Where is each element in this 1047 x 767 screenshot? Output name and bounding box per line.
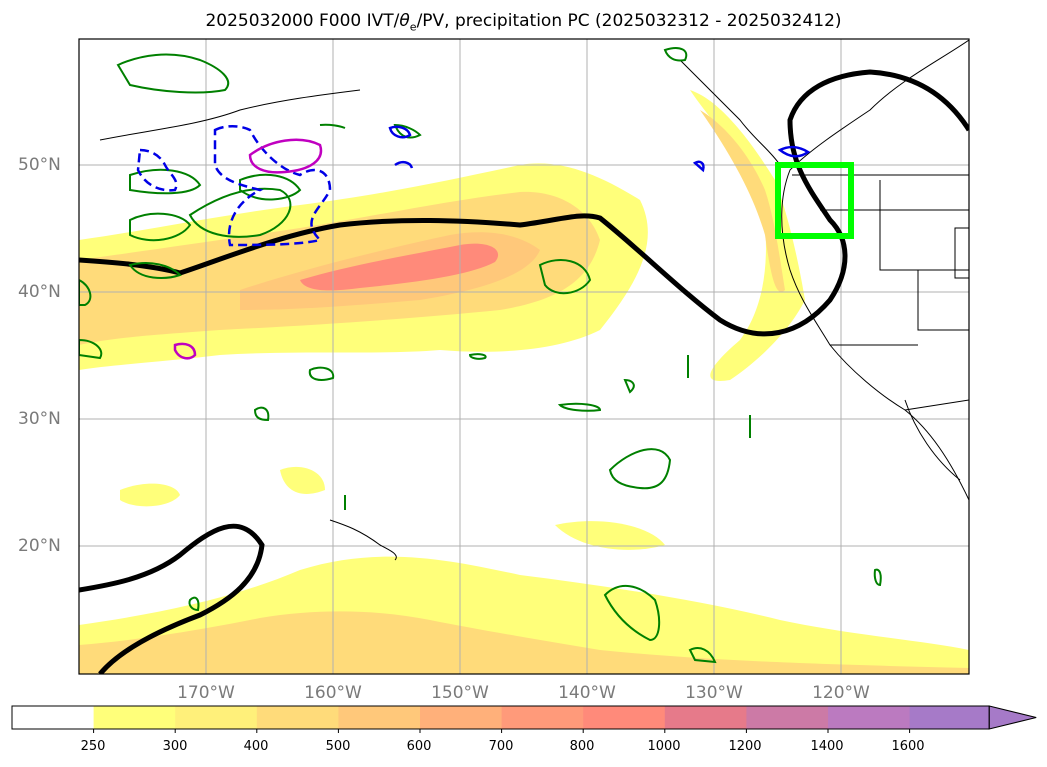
- ivt-tropical-300: [79, 611, 969, 674]
- lon-label-150w: 150°W: [431, 683, 489, 703]
- lon-label-140w: 140°W: [558, 683, 616, 703]
- magenta-contours: [173, 138, 323, 360]
- colorbar-segment: [93, 706, 176, 729]
- map-frame: [78, 38, 970, 675]
- colorbar-extend-arrow: [988, 705, 1037, 730]
- lon-label-130w: 130°W: [685, 683, 743, 703]
- colorbar-segment: [256, 706, 339, 729]
- pv-contours: [79, 69, 969, 674]
- colorbar-tick-800: 800: [569, 739, 595, 754]
- colorbar-segment: [338, 706, 421, 729]
- target-region-box: [775, 162, 854, 239]
- colorbar-segment: [828, 706, 911, 729]
- ivt-coastal-250: [690, 90, 805, 381]
- colorbar-tick-250: 250: [80, 739, 106, 754]
- colorbar-segment: [746, 706, 829, 729]
- lat-label-40n: 40°N: [18, 282, 61, 302]
- ivt-core-800: [300, 243, 499, 291]
- graticule: [79, 39, 969, 674]
- ivt-coastal-300: [700, 110, 785, 292]
- map-area: [79, 39, 969, 674]
- precip-contours: [79, 47, 882, 664]
- lon-label-160w: 160°W: [304, 683, 362, 703]
- ivt-blob-a: [120, 483, 180, 507]
- colorbar-tick-1600: 1600: [891, 739, 925, 754]
- ivt-blob-c: [555, 521, 665, 550]
- lat-label-50n: 50°N: [18, 155, 61, 175]
- lat-label-30n: 30°N: [18, 409, 61, 429]
- colorbar-tick-1400: 1400: [810, 739, 844, 754]
- colorbar-tick-1200: 1200: [728, 739, 762, 754]
- colorbar-tick-700: 700: [488, 739, 514, 754]
- colorbar-frame: [11, 705, 990, 730]
- colorbar-segment: [175, 706, 258, 729]
- theta-e-solid-contours: [388, 125, 811, 173]
- colorbar: [11, 705, 1037, 733]
- colorbar-segment: [664, 706, 747, 729]
- colorbar-segment: [501, 706, 584, 729]
- coastline: [99, 39, 969, 561]
- lon-label-170w: 170°W: [177, 683, 235, 703]
- theta-e-contours: [136, 125, 332, 247]
- colorbar-tick-300: 300: [162, 739, 188, 754]
- ivt-filled-contours: [79, 90, 969, 674]
- colorbar-segment: [12, 706, 95, 729]
- colorbar-tick-500: 500: [325, 739, 351, 754]
- map-title: 2025032000 F000 IVT/θe/PV, precipitation…: [205, 11, 842, 34]
- colorbar-segment: [909, 706, 992, 729]
- colorbar-tick-400: 400: [243, 739, 269, 754]
- colorbar-tick-1000: 1000: [647, 739, 681, 754]
- ivt-blob-b: [280, 466, 325, 494]
- lat-label-20n: 20°N: [18, 536, 61, 556]
- colorbar-tick-600: 600: [406, 739, 432, 754]
- colorbar-segment: [583, 706, 666, 729]
- colorbar-segment: [420, 706, 503, 729]
- lon-label-120w: 120°W: [812, 683, 870, 703]
